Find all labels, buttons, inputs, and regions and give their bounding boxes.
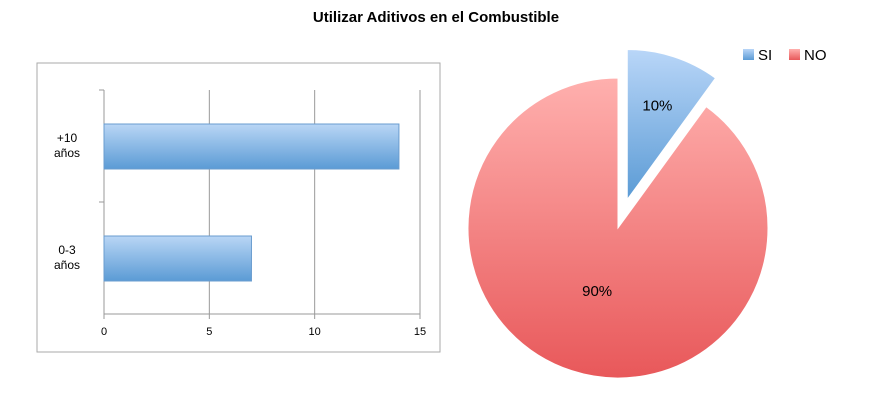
bar	[103, 123, 400, 170]
pie-slice	[626, 48, 717, 202]
data-label: 10%	[642, 98, 672, 115]
bar	[103, 235, 252, 282]
legend-label: SI	[758, 47, 772, 64]
chart-title: Utilizar Aditivos en el Combustible	[313, 9, 559, 26]
y-tick-label: 0-3 años	[53, 243, 81, 272]
x-tick-label: 15	[414, 326, 426, 338]
legend-swatch	[743, 49, 754, 60]
x-tick-label: 5	[206, 326, 212, 338]
x-tick-label: 0	[101, 326, 107, 338]
y-tick-label: +10 años	[53, 131, 81, 160]
data-label: 90%	[582, 283, 612, 300]
legend-swatch	[789, 49, 800, 60]
plot-frame	[36, 62, 441, 353]
pie-slice	[467, 77, 769, 379]
x-tick-label: 10	[309, 326, 321, 338]
legend-label: NO	[804, 47, 827, 64]
